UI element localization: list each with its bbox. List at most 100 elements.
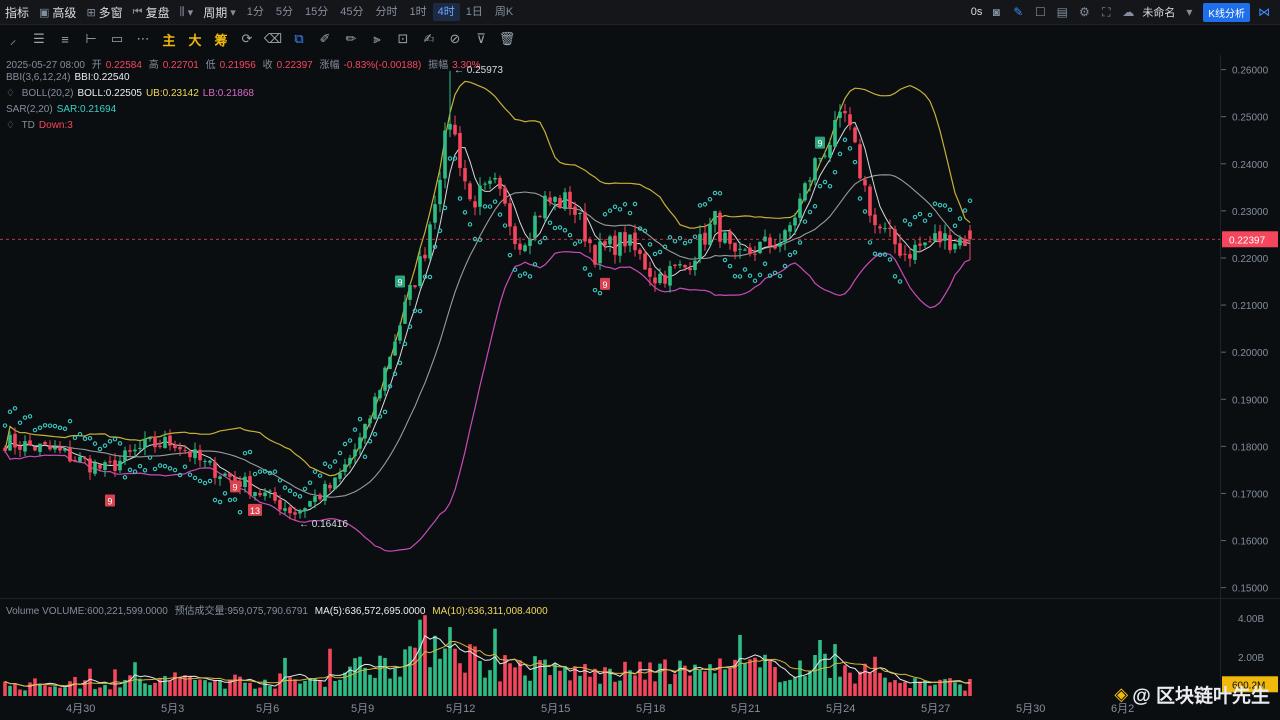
volume-bar (753, 657, 757, 696)
current-price-label: 0.22397 (1229, 235, 1266, 246)
settings-icon[interactable]: ⚙ (1078, 5, 1090, 19)
lock-icon[interactable]: ⊡ (397, 31, 409, 46)
period-tab-7[interactable]: 1日 (465, 6, 483, 18)
period-tab-1[interactable]: 5分 (275, 6, 293, 18)
volume-bar (108, 689, 112, 696)
price-tick-label: 0.25000 (1232, 113, 1269, 124)
price-tick-label: 0.22000 (1232, 254, 1269, 265)
candle-body (348, 457, 352, 464)
candle-body (273, 492, 277, 501)
copy-icon[interactable]: ⧉ (294, 31, 304, 46)
volume-bar (693, 664, 697, 696)
candle-body (143, 438, 147, 448)
fullscreen-icon[interactable]: ⛶ (1102, 4, 1111, 19)
volume-bar (13, 683, 17, 696)
watermark: ◈ @ 区块链叶先生 (1114, 681, 1270, 708)
volume-bar (783, 681, 787, 696)
td-legend[interactable]: ♢ TD Down:3 (6, 120, 77, 131)
candle-body (948, 235, 952, 251)
x-tick-label: 5月27 (921, 703, 950, 715)
volume-bar (218, 680, 222, 696)
volume-bar (483, 677, 487, 696)
brush-icon[interactable]: ✐ (319, 31, 331, 46)
chip-icon[interactable]: 筹 (214, 32, 228, 48)
candle-body (538, 216, 542, 218)
main-force-icon[interactable]: 主 (162, 32, 176, 48)
layout-name[interactable]: 未命名 (1142, 7, 1176, 19)
period-tab-0[interactable]: 1分 (246, 6, 264, 18)
volume-bar (293, 679, 297, 696)
volume-bar (943, 679, 947, 696)
volume-bar (103, 684, 107, 696)
horizontal-ray-icon[interactable]: ⊢ (85, 31, 97, 46)
volume-bar (433, 635, 437, 696)
chevron-down-icon[interactable]: ▾ (1186, 5, 1193, 19)
trash-icon[interactable]: 🗑 (498, 31, 516, 46)
volume-bar (318, 680, 322, 696)
advanced-button[interactable]: ▣ 高级 (34, 0, 81, 24)
top-bar: 指标 ▣ 高级 ⊞ 多窗 ⏮ 复盘 ⫼ ▾ 周期 ▾ 1分 5分 15分 45分 分时 1时 4时 1日… (0, 0, 1280, 25)
camera-icon[interactable]: ◙ (992, 5, 1000, 19)
volume-bar (953, 682, 957, 696)
period-dropdown[interactable]: 周期 ▾ (198, 0, 241, 24)
pen-icon[interactable]: ✎ (1013, 5, 1024, 19)
sar-dot (917, 211, 923, 217)
rectangle-icon[interactable]: ▭ (110, 31, 124, 46)
candle-body (898, 243, 902, 256)
multi-window-button[interactable]: ⊞ 多窗 (81, 0, 127, 24)
note-icon[interactable]: ☐ (1034, 5, 1046, 19)
sar-dot (192, 475, 198, 481)
period-tab-2[interactable]: 15分 (304, 6, 329, 18)
volume-ma10: MA(10):636,311,008.4000 (432, 606, 548, 617)
bbi-legend[interactable]: BBI(3,6,12,24) BBI:0.22540 (6, 72, 134, 83)
volume-bar (623, 661, 627, 696)
sar-dot (612, 204, 618, 210)
indicators-button[interactable]: 指标 (0, 0, 34, 24)
volume-bar (313, 678, 317, 696)
candle-body (228, 473, 232, 477)
clipboard-icon[interactable]: ▤ (1056, 5, 1068, 19)
price-tick-label: 0.17000 (1232, 489, 1269, 500)
eraser-icon[interactable]: ⌫ (263, 31, 283, 46)
sar-dot (852, 159, 858, 165)
period-tab-8[interactable]: 周K (494, 6, 514, 18)
volume-bar (308, 678, 312, 696)
horizontal-lines-icon[interactable]: ☰ (33, 31, 45, 46)
pencil-icon[interactable]: ✏ (345, 31, 357, 46)
volume-bar (573, 666, 577, 696)
refresh-icon[interactable]: ⟳ (241, 31, 253, 46)
cursor-icon[interactable]: ⸝ (9, 32, 17, 47)
replay-button[interactable]: ⏮ 复盘 (128, 0, 175, 24)
period-tab-5[interactable]: 1时 (409, 6, 427, 18)
period-tab-3[interactable]: 45分 (340, 6, 364, 18)
big-order-icon[interactable]: 大 (188, 32, 202, 48)
measure-icon[interactable]: ⫸ (373, 31, 381, 46)
chevron-down-icon: ▾ (230, 6, 236, 19)
kline-analysis-button[interactable]: K线分析 (1203, 2, 1250, 22)
share-icon[interactable]: ⋈ (1258, 5, 1270, 19)
x-tick-label: 5月15 (541, 703, 570, 715)
chart-type-button[interactable]: ⫼ ▾ (175, 0, 199, 24)
td-marker (230, 480, 240, 493)
candle-body (473, 201, 477, 208)
sar-dot (637, 226, 643, 231)
more-tools-icon[interactable]: ⋯ (136, 31, 150, 46)
volume-bar (368, 674, 372, 696)
filter-icon[interactable]: ⊽ (476, 31, 486, 46)
boll-legend[interactable]: ♢ BOLL(20,2) BOLL:0.22505 UB:0.23142 LB:0.2… (6, 88, 258, 99)
sar-dot (517, 273, 523, 278)
sar-legend[interactable]: SAR(2,20) SAR:0.21694 (6, 104, 120, 115)
volume-bar (548, 675, 552, 696)
cloud-icon[interactable]: ☁ (1122, 5, 1135, 19)
period-tab-4[interactable]: 分时 (375, 6, 398, 18)
magnet-icon[interactable]: ⊘ (449, 31, 461, 46)
period-tab-6[interactable]: 4时 (432, 3, 460, 21)
sar-dot (407, 324, 413, 329)
edit-icon[interactable]: ✍ (423, 31, 435, 46)
sar-dot (512, 267, 518, 272)
candle-body (233, 476, 237, 481)
sar-dot (507, 252, 513, 258)
sar-dot (442, 205, 448, 211)
parallel-lines-icon[interactable]: ≡ (61, 31, 69, 47)
